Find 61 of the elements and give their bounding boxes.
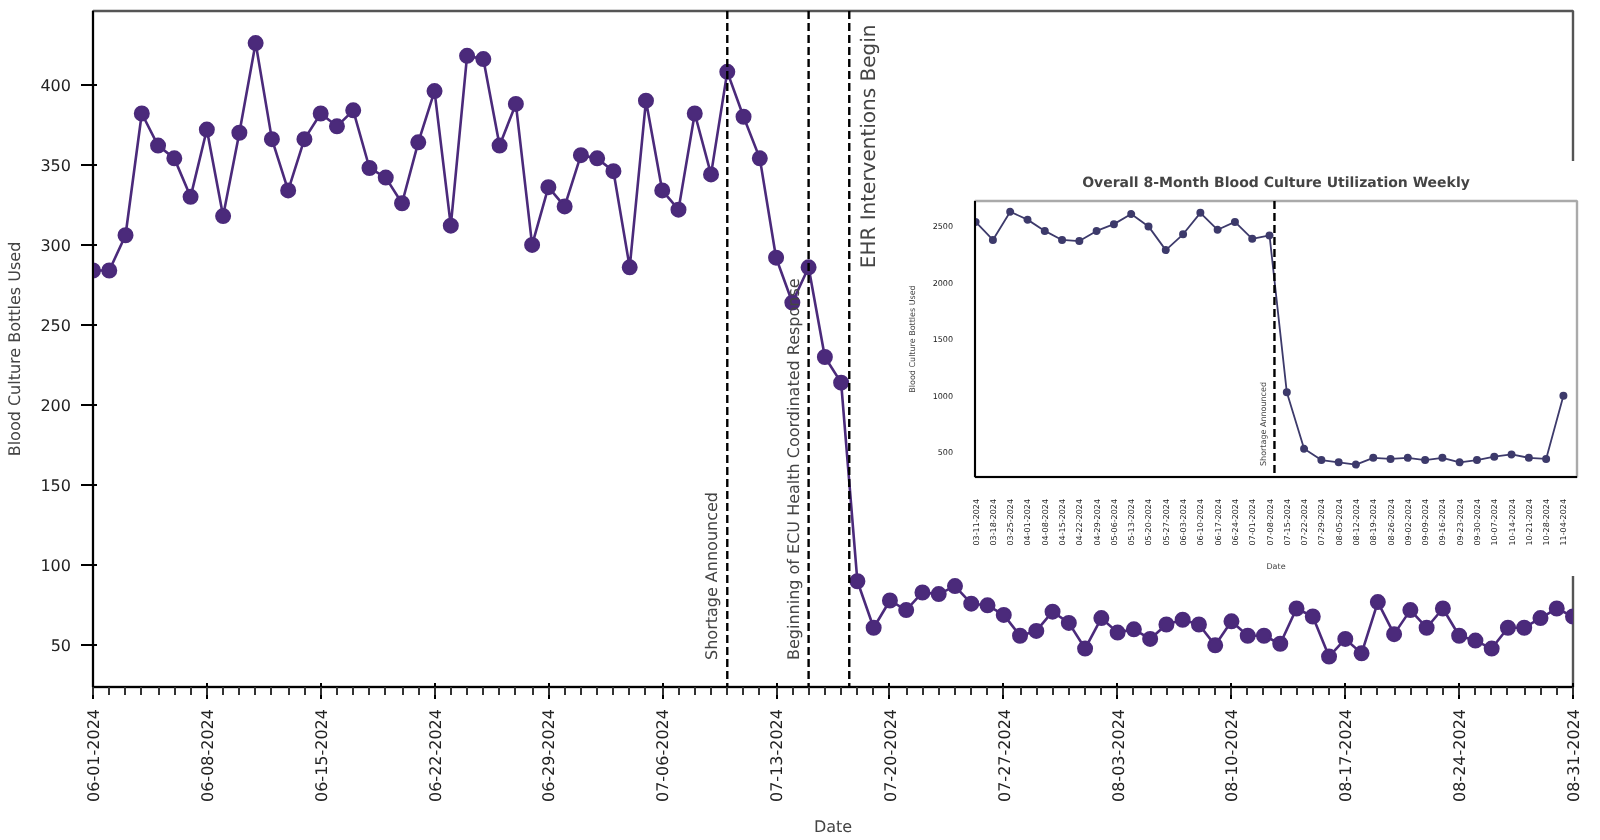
y-tick-label: 250 (40, 316, 72, 335)
point (1559, 391, 1568, 400)
point (1317, 456, 1326, 465)
y-tick-label: 350 (40, 156, 72, 175)
point (1386, 454, 1395, 463)
x-tick-label: 08-17-2024 (1337, 708, 1356, 802)
point (1144, 222, 1153, 231)
y-tick-label: 400 (40, 76, 72, 95)
point (1438, 453, 1447, 462)
x-tick-label: 06-22-2024 (426, 708, 445, 802)
point (1369, 453, 1378, 462)
y-axis-title: Blood Culture Bottles Used (6, 241, 25, 457)
point (1092, 226, 1101, 235)
y-tick-label: 200 (40, 397, 72, 416)
y-tick-label: 50 (50, 637, 72, 656)
point (1490, 452, 1499, 461)
x-tick-label: 08-31-2024 (1565, 708, 1583, 802)
point (1058, 235, 1067, 244)
point (1127, 209, 1136, 218)
point (1507, 450, 1516, 459)
x-tick-label: 06-01-2024 (85, 708, 103, 802)
x-tick-label: 07-06-2024 (654, 708, 673, 802)
point (1524, 453, 1533, 462)
point (1196, 208, 1205, 217)
x-tick-label: 07-13-2024 (768, 708, 787, 802)
point (988, 235, 997, 244)
x-tick-label: 08-24-2024 (1451, 708, 1470, 802)
x-tick-label: 06-08-2024 (198, 708, 217, 802)
point (1282, 388, 1291, 397)
point (1421, 456, 1430, 465)
point (1472, 456, 1481, 465)
point (1542, 454, 1551, 463)
point (1006, 207, 1015, 216)
y-tick-label: 100 (40, 557, 72, 576)
x-tick-label: 07-27-2024 (995, 708, 1014, 802)
point (1351, 460, 1360, 469)
point (1265, 231, 1274, 240)
point (1075, 237, 1084, 246)
ref-line-label: Beginning of ECU Health Coordinated Response (784, 278, 803, 660)
point (1213, 225, 1222, 234)
point (1109, 220, 1118, 229)
ref-line-label: Shortage Announced (703, 492, 722, 660)
point (1334, 458, 1343, 467)
x-tick-label: 08-10-2024 (1223, 708, 1242, 802)
x-axis-title: Date (813, 817, 853, 836)
y-tick-label: 300 (40, 236, 72, 255)
point (1403, 453, 1412, 462)
point (1248, 234, 1257, 243)
point (1023, 215, 1032, 224)
x-tick-label: 06-29-2024 (540, 708, 559, 802)
ref-line-label: EHR Interventions Begin (859, 24, 882, 269)
point (1230, 217, 1239, 226)
x-tick-label: 08-03-2024 (1109, 708, 1128, 802)
x-tick-label: 07-20-2024 (881, 708, 900, 802)
x-tick-label: 06-15-2024 (312, 708, 331, 802)
point (1455, 458, 1464, 467)
point (1161, 246, 1170, 255)
y-tick-label: 150 (40, 477, 72, 496)
point (1040, 226, 1049, 235)
point (1300, 444, 1309, 453)
point (1179, 230, 1188, 239)
